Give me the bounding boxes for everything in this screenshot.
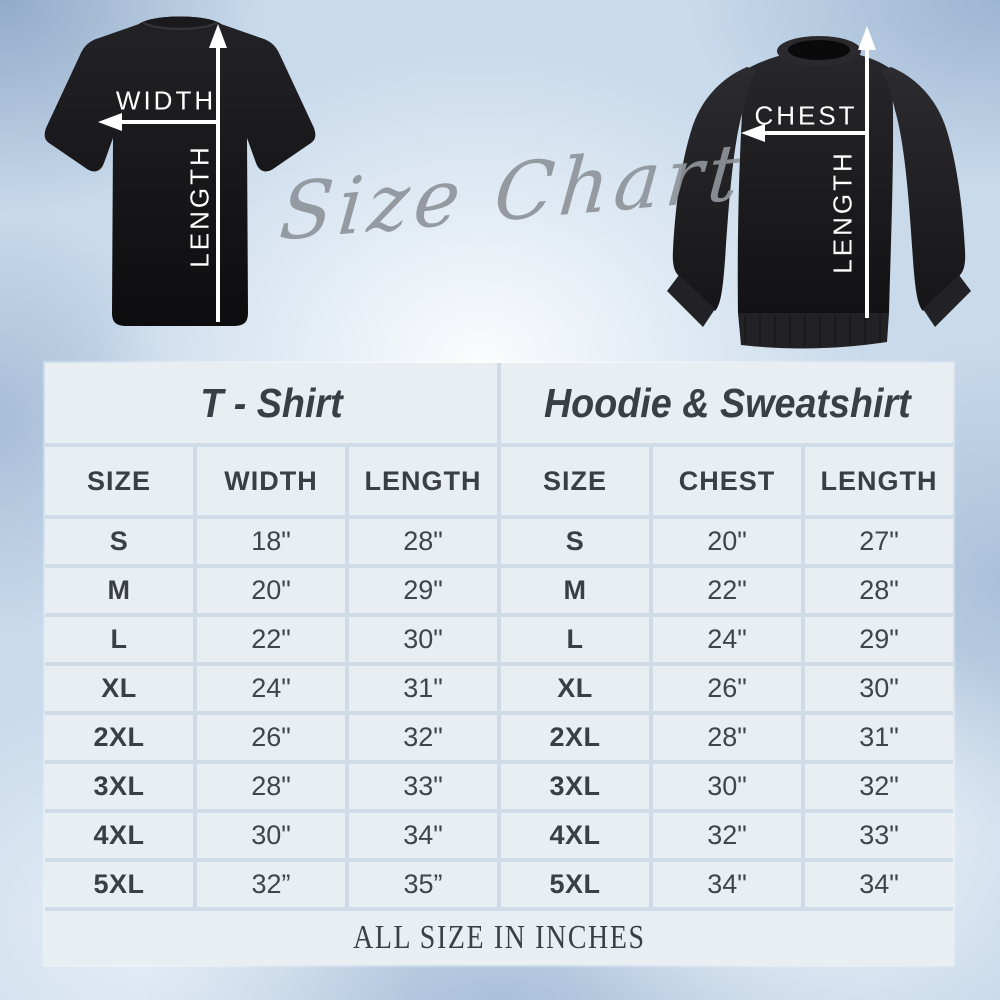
value-cell-hoodie-row3: 29" xyxy=(805,617,953,662)
value-cell-tshirt-row6: 28" xyxy=(197,764,345,809)
size-label-hoodie-row4: XL xyxy=(501,666,649,711)
column-header-tshirt-width: WIDTH xyxy=(197,447,345,515)
value-cell-hoodie-row8: 34" xyxy=(653,862,801,907)
size-label-hoodie-row3: L xyxy=(501,617,649,662)
value-cell-tshirt-row3: 22" xyxy=(197,617,345,662)
tshirt-image xyxy=(44,16,316,326)
value-cell-hoodie-row5: 28" xyxy=(653,715,801,760)
size-label-hoodie-row5: 2XL xyxy=(501,715,649,760)
table-title-tshirt: T - Shirt xyxy=(45,363,497,443)
value-cell-hoodie-row1: 20" xyxy=(653,519,801,564)
value-cell-hoodie-row7: 32" xyxy=(653,813,801,858)
size-label-tshirt-row2: M xyxy=(45,568,193,613)
value-cell-hoodie-row3: 24" xyxy=(653,617,801,662)
value-cell-hoodie-row6: 30" xyxy=(653,764,801,809)
size-label-tshirt-row7: 4XL xyxy=(45,813,193,858)
value-cell-tshirt-row1: 28" xyxy=(349,519,497,564)
size-table: T - Shirt SIZE WIDTH LENGTH S 18" 28" M 20" 29" L 2… xyxy=(45,363,953,965)
size-label-hoodie-row7: 4XL xyxy=(501,813,649,858)
value-cell-hoodie-row5: 31" xyxy=(805,715,953,760)
sweatshirt-length-label: LENGTH xyxy=(827,150,858,274)
value-cell-tshirt-row6: 33" xyxy=(349,764,497,809)
size-label-hoodie-row6: 3XL xyxy=(501,764,649,809)
value-cell-hoodie-row6: 32" xyxy=(805,764,953,809)
size-label-tshirt-row3: L xyxy=(45,617,193,662)
sweatshirt-chest-label: CHEST xyxy=(754,100,858,131)
value-cell-tshirt-row5: 32" xyxy=(349,715,497,760)
sweatshirt-image xyxy=(667,36,971,349)
size-label-tshirt-row1: S xyxy=(45,519,193,564)
size-label-tshirt-row4: XL xyxy=(45,666,193,711)
column-header-tshirt-length: LENGTH xyxy=(349,447,497,515)
tshirt-width-label: WIDTH xyxy=(115,85,217,116)
value-cell-hoodie-row4: 26" xyxy=(653,666,801,711)
value-cell-tshirt-row5: 26" xyxy=(197,715,345,760)
size-label-hoodie-row2: M xyxy=(501,568,649,613)
footer-note: ALL SIZE IN INCHES xyxy=(45,911,953,965)
value-cell-tshirt-row8: 32” xyxy=(197,862,345,907)
table-title-hoodie: Hoodie & Sweatshirt xyxy=(501,363,953,443)
value-cell-tshirt-row8: 35” xyxy=(349,862,497,907)
value-cell-tshirt-row2: 20" xyxy=(197,568,345,613)
value-cell-tshirt-row7: 30" xyxy=(197,813,345,858)
value-cell-hoodie-row8: 34" xyxy=(805,862,953,907)
value-cell-tshirt-row2: 29" xyxy=(349,568,497,613)
value-cell-hoodie-row4: 30" xyxy=(805,666,953,711)
column-header-hoodie-length: LENGTH xyxy=(805,447,953,515)
value-cell-tshirt-row4: 24" xyxy=(197,666,345,711)
value-cell-tshirt-row7: 34" xyxy=(349,813,497,858)
value-cell-hoodie-row7: 33" xyxy=(805,813,953,858)
column-header-tshirt-size: SIZE xyxy=(45,447,193,515)
column-header-hoodie-size: SIZE xyxy=(501,447,649,515)
value-cell-hoodie-row2: 28" xyxy=(805,568,953,613)
size-label-tshirt-row5: 2XL xyxy=(45,715,193,760)
size-label-tshirt-row6: 3XL xyxy=(45,764,193,809)
tshirt-length-label: LENGTH xyxy=(184,144,215,268)
value-cell-tshirt-row1: 18" xyxy=(197,519,345,564)
column-header-hoodie-chest: CHEST xyxy=(653,447,801,515)
value-cell-tshirt-row4: 31" xyxy=(349,666,497,711)
size-label-hoodie-row8: 5XL xyxy=(501,862,649,907)
value-cell-tshirt-row3: 30" xyxy=(349,617,497,662)
size-label-hoodie-row1: S xyxy=(501,519,649,564)
value-cell-hoodie-row2: 22" xyxy=(653,568,801,613)
value-cell-hoodie-row1: 27" xyxy=(805,519,953,564)
size-diagram-hero: WIDTH LENGTH CHEST LENGTH Size Chart xyxy=(0,0,1000,362)
size-label-tshirt-row8: 5XL xyxy=(45,862,193,907)
